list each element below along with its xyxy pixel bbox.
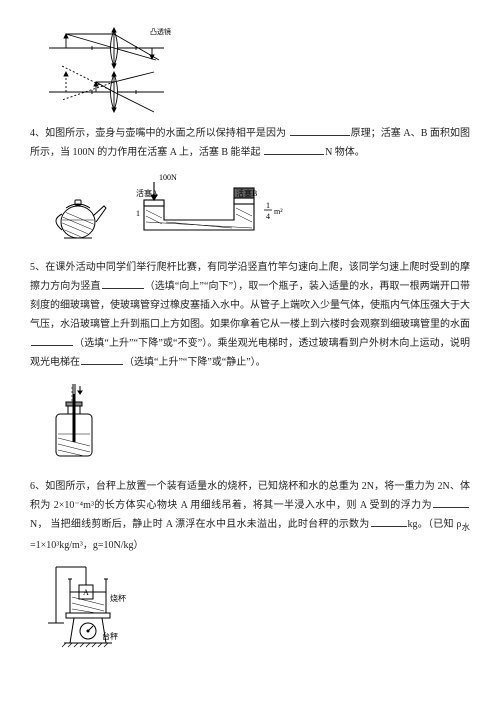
q6-blank-2 <box>371 518 407 527</box>
q6-sub: 水 <box>461 523 470 532</box>
question-4: 4、如图所示，壶身与壶嘴中的水面之所以保持相平是因为 原理；活塞 A、B 面积如… <box>30 124 470 162</box>
beaker-label: 烧杯 <box>110 593 126 603</box>
q6-text-c: kg。（已知 ρ <box>408 519 462 530</box>
q6-text-d: =1×10³kg/m³，g=10N/kg） <box>30 540 143 551</box>
q4-text-a: 如图所示，壶身与壶嘴中的水面之所以保持相平是因为 <box>45 128 286 139</box>
q5-blank-2 <box>31 337 73 346</box>
q4-number: 4、 <box>30 128 45 139</box>
piston-b-area: 1 4 m² <box>264 201 283 221</box>
lens-label: 凸透镜 <box>150 27 171 36</box>
svg-text:m²: m² <box>274 207 283 216</box>
svg-text:1: 1 <box>266 201 270 210</box>
q6-text-a: 如图所示，台秤上放置一个装有适量水的烧杯，已知烧杯和水的总重为 2N，将一重力为… <box>30 481 470 511</box>
block-a-label: A <box>83 588 89 597</box>
piston-a-label: 活塞A <box>136 188 158 198</box>
q5-blank-3 <box>81 356 123 365</box>
figure-lens: 凸透镜 <box>44 26 470 114</box>
svg-text:4: 4 <box>266 212 270 221</box>
piston-a-area: 1 <box>136 209 140 218</box>
q5-number: 5、 <box>30 262 45 273</box>
q5-hint3: （选填“上升”“下降”或“静止”）。 <box>124 357 266 368</box>
figure-teapot-piston: 活塞A 100N 活塞B 1 4 m² 1 <box>44 172 470 248</box>
scale-label: 台秤 <box>102 631 118 641</box>
q5-blank-1 <box>102 280 144 289</box>
q6-blank-1 <box>433 499 469 508</box>
q4-text-c: N 物体。 <box>325 147 365 158</box>
q4-blank-2 <box>264 146 324 155</box>
q6-number: 6、 <box>30 481 45 492</box>
q6-text-b: N， 当把细线剪断后，静止时 A 漂浮在水中且水未溢出，此时台秤的示数为 <box>30 519 370 530</box>
figure-bottle <box>44 382 470 467</box>
figure-scale: A 烧杯 台秤 <box>44 565 470 665</box>
piston-b-label: 活塞B <box>236 188 257 198</box>
piston-force-label: 100N <box>159 173 177 182</box>
q4-blank-1 <box>290 127 350 136</box>
question-5: 5、在课外活动中同学们举行爬杆比赛，有同学沿竖直竹竿匀速向上爬，该同学匀速上爬时… <box>30 258 470 372</box>
question-6: 6、如图所示，台秤上放置一个装有适量水的烧杯，已知烧杯和水的总重为 2N，将一重… <box>30 477 470 555</box>
